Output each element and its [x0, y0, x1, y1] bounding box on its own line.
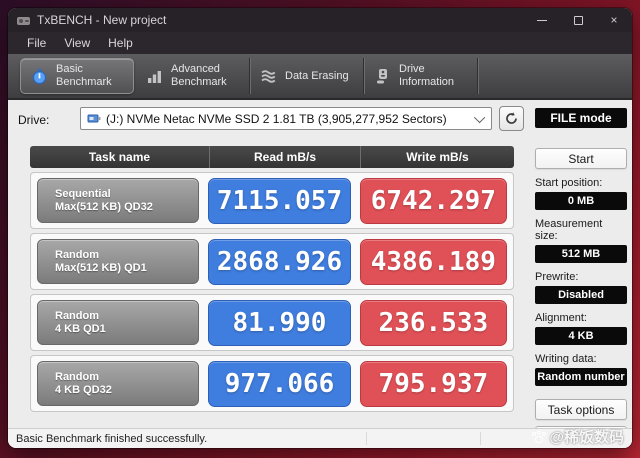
app-window: TxBENCH - New project × File View Help B…	[8, 8, 632, 448]
watermark: @稀饭数码	[531, 426, 624, 447]
status-divider	[480, 432, 481, 445]
status-bar: Basic Benchmark finished successfully. @…	[8, 428, 632, 448]
task-options-button[interactable]: Task options	[535, 399, 627, 420]
paw-icon	[532, 430, 547, 443]
write-value: 6742.297	[359, 177, 507, 224]
write-value: 4386.189	[359, 238, 507, 285]
write-value: 795.937	[359, 360, 507, 407]
tab-advanced-benchmark[interactable]: Advanced Benchmark	[136, 58, 250, 94]
window-title: TxBENCH - New project	[37, 13, 167, 27]
benchmark-table: Task name Read mB/s Write mB/s Sequentia…	[30, 146, 514, 412]
tab-bar: Basic Benchmark Advanced Benchmark	[8, 54, 632, 100]
tab-data-erasing[interactable]: Data Erasing	[250, 58, 364, 94]
prewrite-value[interactable]: Disabled	[535, 286, 627, 304]
drive-icon	[87, 112, 101, 125]
start-position-value[interactable]: 0 MB	[535, 192, 627, 210]
drive-label: Drive:	[18, 113, 50, 127]
alignment-label: Alignment:	[535, 312, 587, 324]
read-value: 81.990	[208, 299, 351, 346]
header-task-name: Task name	[30, 146, 210, 168]
table-row: Sequential Max(512 KB) QD32 7115.057 6742…	[30, 172, 514, 229]
bar-chart-icon	[146, 68, 163, 85]
refresh-drives-button[interactable]	[499, 106, 524, 131]
tab-drive-information[interactable]: Drive Information	[364, 58, 478, 94]
header-write: Write mB/s	[406, 150, 469, 164]
table-row: Random 4 KB QD32 977.066 795.937	[30, 355, 514, 412]
drive-selected-value: (J:) NVMe Netac NVMe SSD 2 1.81 TB (3,90…	[106, 111, 447, 126]
menu-file[interactable]: File	[27, 36, 47, 50]
watermark-text: @稀饭数码	[549, 429, 624, 446]
table-row: Random 4 KB QD1 81.990 236.533	[30, 294, 514, 351]
write-value: 236.533	[359, 299, 507, 346]
main-content: Drive: (J:) NVMe Netac NVMe SSD 2 1.81 T…	[8, 100, 632, 447]
title-bar: TxBENCH - New project ×	[8, 8, 632, 32]
writing-data-value[interactable]: Random number	[535, 368, 627, 386]
minimize-icon	[537, 19, 547, 21]
table-header: Task name Read mB/s Write mB/s	[30, 146, 514, 168]
settings-sidebar: FILE mode Start Start position: 0 MB Mea…	[535, 100, 627, 447]
alignment-value[interactable]: 4 KB	[535, 327, 627, 345]
refresh-icon	[506, 112, 517, 124]
close-icon: ×	[610, 13, 618, 27]
table-row: Random Max(512 KB) QD1 2868.926 4386.189	[30, 233, 514, 290]
measurement-size-value[interactable]: 512 MB	[535, 245, 627, 263]
read-value: 2868.926	[208, 238, 351, 285]
close-button[interactable]: ×	[596, 8, 632, 32]
menu-bar: File View Help	[8, 32, 632, 54]
task-random-4kb-qd32[interactable]: Random 4 KB QD32	[37, 361, 200, 406]
drive-select[interactable]: (J:) NVMe Netac NVMe SSD 2 1.81 TB (3,90…	[80, 107, 492, 130]
maximize-icon	[573, 15, 583, 25]
tab-label: Advanced Benchmark	[171, 63, 227, 88]
task-random-max-qd1[interactable]: Random Max(512 KB) QD1	[37, 239, 200, 284]
file-mode-button[interactable]: FILE mode	[535, 108, 627, 128]
measurement-size-label: Measurement size:	[535, 218, 603, 242]
menu-view[interactable]: View	[64, 36, 91, 50]
header-read: Read mB/s	[210, 146, 361, 168]
start-position-label: Start position:	[535, 177, 603, 189]
tab-label: Data Erasing	[285, 69, 349, 82]
writing-data-label: Writing data:	[535, 353, 597, 365]
tab-label: Drive Information	[399, 63, 455, 88]
read-value: 977.066	[208, 360, 351, 407]
tab-label: Basic Benchmark	[56, 63, 112, 88]
task-random-4kb-qd1[interactable]: Random 4 KB QD1	[37, 300, 200, 345]
read-value: 7115.057	[208, 177, 351, 224]
status-divider	[366, 432, 367, 445]
drive-info-icon	[374, 68, 391, 85]
app-icon	[16, 13, 31, 28]
stopwatch-icon	[31, 68, 48, 85]
tab-basic-benchmark[interactable]: Basic Benchmark	[20, 58, 134, 94]
start-button[interactable]: Start	[535, 148, 627, 169]
prewrite-label: Prewrite:	[535, 271, 579, 283]
status-text: Basic Benchmark finished successfully.	[16, 432, 208, 445]
eraser-waves-icon	[260, 68, 277, 85]
task-sequential-qd32[interactable]: Sequential Max(512 KB) QD32	[37, 178, 200, 223]
chevron-down-icon	[473, 111, 486, 123]
maximize-button[interactable]	[560, 8, 596, 32]
minimize-button[interactable]	[524, 8, 560, 32]
menu-help[interactable]: Help	[108, 36, 133, 50]
